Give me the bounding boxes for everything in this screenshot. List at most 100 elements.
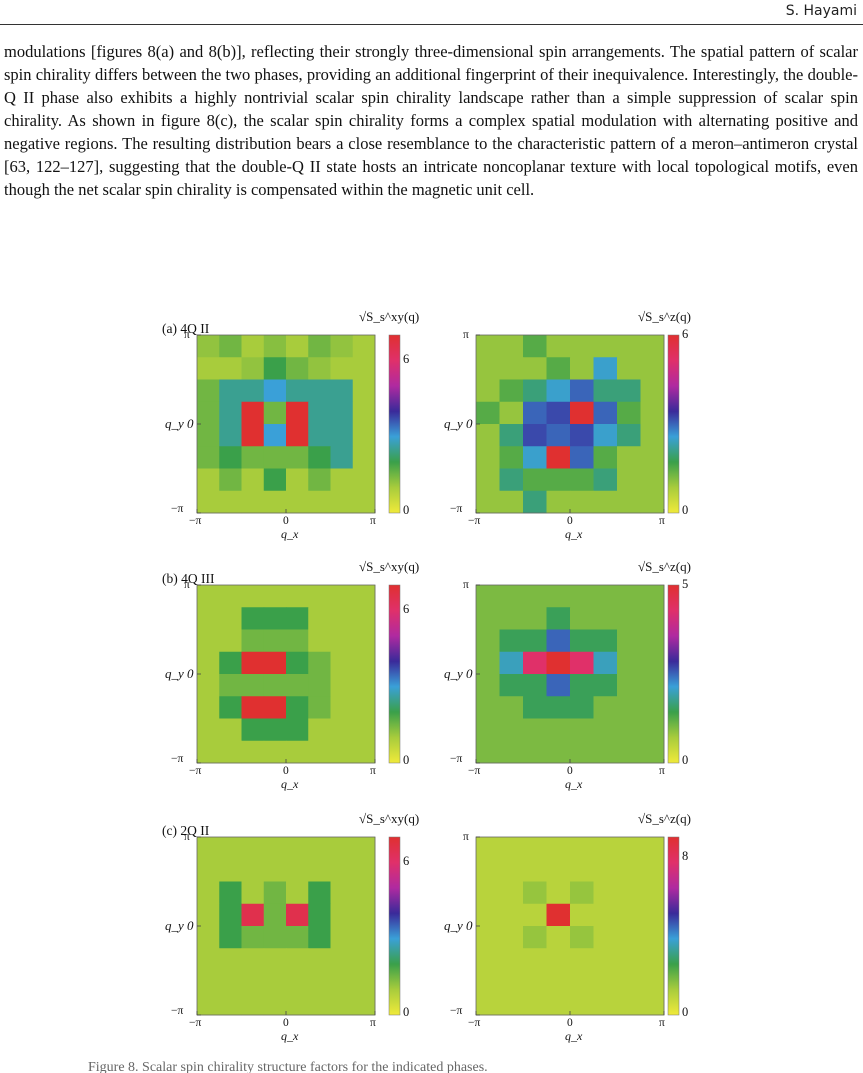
heatmap-cell (352, 718, 376, 742)
heatmap-cell (640, 740, 665, 764)
heatmap-cell (286, 837, 309, 860)
x-tick-label: 0 (283, 515, 289, 527)
heatmap-cell (219, 718, 242, 742)
heatmap-cell (640, 424, 665, 447)
heatmap-cell (523, 926, 547, 949)
heatmap-cell (593, 837, 618, 860)
colorbar-title: √S_s^xy(q) (359, 559, 420, 574)
colorbar (667, 334, 680, 514)
x-tick-label: 0 (283, 1017, 289, 1029)
heatmap-cell (352, 859, 376, 882)
x-tick-label: π (370, 1017, 376, 1029)
x-tick-label: −π (468, 515, 481, 527)
heatmap-cell (499, 446, 524, 469)
heatmap-cell (241, 379, 265, 403)
heatmap-cell (219, 740, 242, 764)
heatmap-cell (241, 468, 265, 492)
heatmap-cell (546, 401, 571, 425)
heatmap-cell (640, 948, 665, 971)
heatmap-cell (330, 837, 354, 860)
heatmap-cell (219, 424, 242, 447)
figure-caption: Figure 8. Scalar spin chirality structur… (88, 1060, 488, 1073)
x-tick-label: π (659, 1017, 665, 1029)
heatmap-cell (523, 335, 547, 358)
y-axis-label: q_y 0 (444, 918, 473, 933)
heatmap-cell (640, 970, 665, 994)
colorbar-title: √S_s^xy(q) (359, 811, 420, 826)
heatmap-cell (241, 585, 265, 608)
heatmap-cell (263, 903, 287, 927)
heatmap-panel (196, 334, 376, 514)
heatmap-panel (475, 334, 665, 514)
x-axis-label: q_x (565, 777, 583, 791)
colorbar-max-label: 6 (403, 602, 410, 617)
heatmap-cell (352, 926, 376, 949)
heatmap-cell (593, 651, 618, 675)
heatmap-cell (241, 970, 265, 994)
colorbar-max-label: 6 (403, 352, 410, 367)
y-tick-label: π (184, 579, 190, 591)
heatmap-cell (640, 585, 665, 608)
heatmap-cell (241, 674, 265, 697)
heatmap-cell (197, 424, 220, 447)
heatmap-cell (546, 424, 571, 447)
heatmap-cell (593, 970, 618, 994)
heatmap-cell (263, 992, 287, 1016)
heatmap-cell (617, 859, 641, 882)
heatmap-cell (241, 696, 265, 719)
heatmap-cell (330, 718, 354, 742)
heatmap-cell (219, 379, 242, 403)
heatmap-cell (499, 903, 524, 927)
heatmap-cell (546, 718, 571, 742)
heatmap-cell (593, 379, 618, 403)
heatmap-panel (196, 836, 376, 1016)
heatmap-cell (197, 379, 220, 403)
heatmap-cell (219, 607, 242, 630)
heatmap-cell (308, 948, 331, 971)
heatmap-cell (241, 718, 265, 742)
heatmap-cell (523, 490, 547, 514)
y-tick-label: π (463, 329, 469, 341)
heatmap-cell (546, 881, 571, 905)
heatmap-cell (197, 468, 220, 492)
heatmap-cell (593, 335, 618, 358)
heatmap-cell (308, 651, 331, 675)
heatmap-cell (352, 992, 376, 1016)
heatmap-cell (593, 859, 618, 882)
heatmap-cell (241, 881, 265, 905)
heatmap-cell (352, 401, 376, 425)
heatmap-cell (499, 948, 524, 971)
y-axis-label: q_y 0 (165, 416, 194, 431)
heatmap-cell (308, 335, 331, 358)
heatmap-cell (352, 468, 376, 492)
heatmap-cell (476, 903, 500, 927)
heatmap-cell (476, 718, 500, 742)
heatmap-cell (640, 357, 665, 380)
heatmap-cell (197, 585, 220, 608)
y-tick-label: π (463, 831, 469, 843)
heatmap-cell (640, 629, 665, 653)
heatmap-cell (499, 740, 524, 764)
heatmap-cell (570, 740, 594, 764)
heatmap-cell (617, 948, 641, 971)
heatmap-cell (330, 357, 354, 380)
y-tick-label: −π (171, 503, 184, 515)
heatmap-cell (219, 401, 242, 425)
heatmap-cell (308, 468, 331, 492)
heatmap-cell (593, 585, 618, 608)
heatmap-cell (617, 607, 641, 630)
heatmap-cell (570, 379, 594, 403)
y-tick-label: −π (450, 503, 463, 515)
heatmap-cell (570, 401, 594, 425)
heatmap-cell (640, 903, 665, 927)
heatmap-cell (308, 379, 331, 403)
heatmap-cell (330, 424, 354, 447)
heatmap-cell (593, 696, 618, 719)
heatmap-cell (476, 446, 500, 469)
heatmap-cell (570, 446, 594, 469)
heatmap-cell (546, 585, 571, 608)
heatmap-cell (241, 651, 265, 675)
heatmap-cell (476, 379, 500, 403)
heatmap-cell (593, 468, 618, 492)
heatmap-cell (197, 696, 220, 719)
